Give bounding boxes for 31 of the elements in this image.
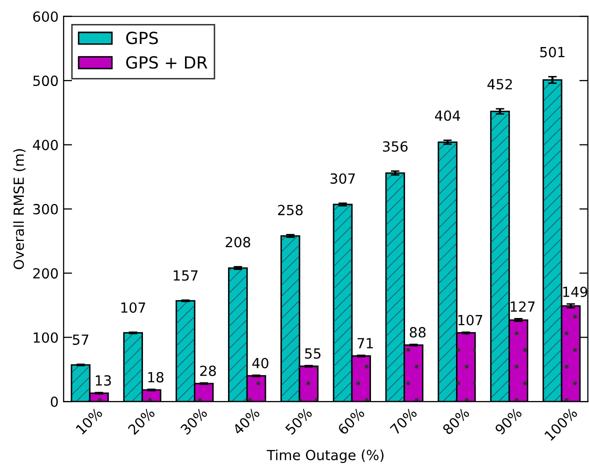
data-label: 71 — [358, 338, 373, 348]
data-label: 57 — [72, 334, 88, 345]
data-label: 356 — [382, 141, 408, 152]
y-tick-label: 500 — [33, 76, 58, 86]
data-label: 40 — [252, 358, 268, 368]
data-label: 157 — [174, 270, 198, 281]
x-axis-title: Time Outage (%) — [266, 450, 384, 463]
data-label: 107 — [458, 314, 482, 326]
data-label: 107 — [121, 302, 146, 313]
y-tick-label: 0 — [50, 396, 58, 408]
legend-label: GPS + DR — [126, 56, 208, 69]
legend-label: GPS — [126, 32, 158, 44]
data-label: 88 — [410, 327, 426, 338]
y-tick-label: 100 — [34, 332, 58, 343]
data-label: 149 — [563, 286, 588, 298]
data-label: 127 — [510, 301, 535, 312]
data-label: 13 — [96, 375, 111, 386]
data-label: 501 — [540, 46, 564, 58]
y-tick-label: 300 — [33, 204, 58, 214]
y-tick-label: 600 — [33, 11, 58, 22]
y-tick-label: 200 — [33, 268, 58, 279]
data-label: 18 — [148, 372, 164, 382]
data-label: 307 — [330, 173, 355, 184]
data-label: 55 — [305, 348, 320, 359]
data-label: 208 — [226, 236, 250, 248]
y-axis-title: Overall RMSE (m) — [13, 149, 26, 270]
data-label: 28 — [200, 366, 216, 376]
data-label: 258 — [278, 204, 303, 216]
y-tick-label: 400 — [32, 140, 58, 150]
data-label: 404 — [435, 110, 460, 121]
data-label: 452 — [487, 78, 512, 90]
